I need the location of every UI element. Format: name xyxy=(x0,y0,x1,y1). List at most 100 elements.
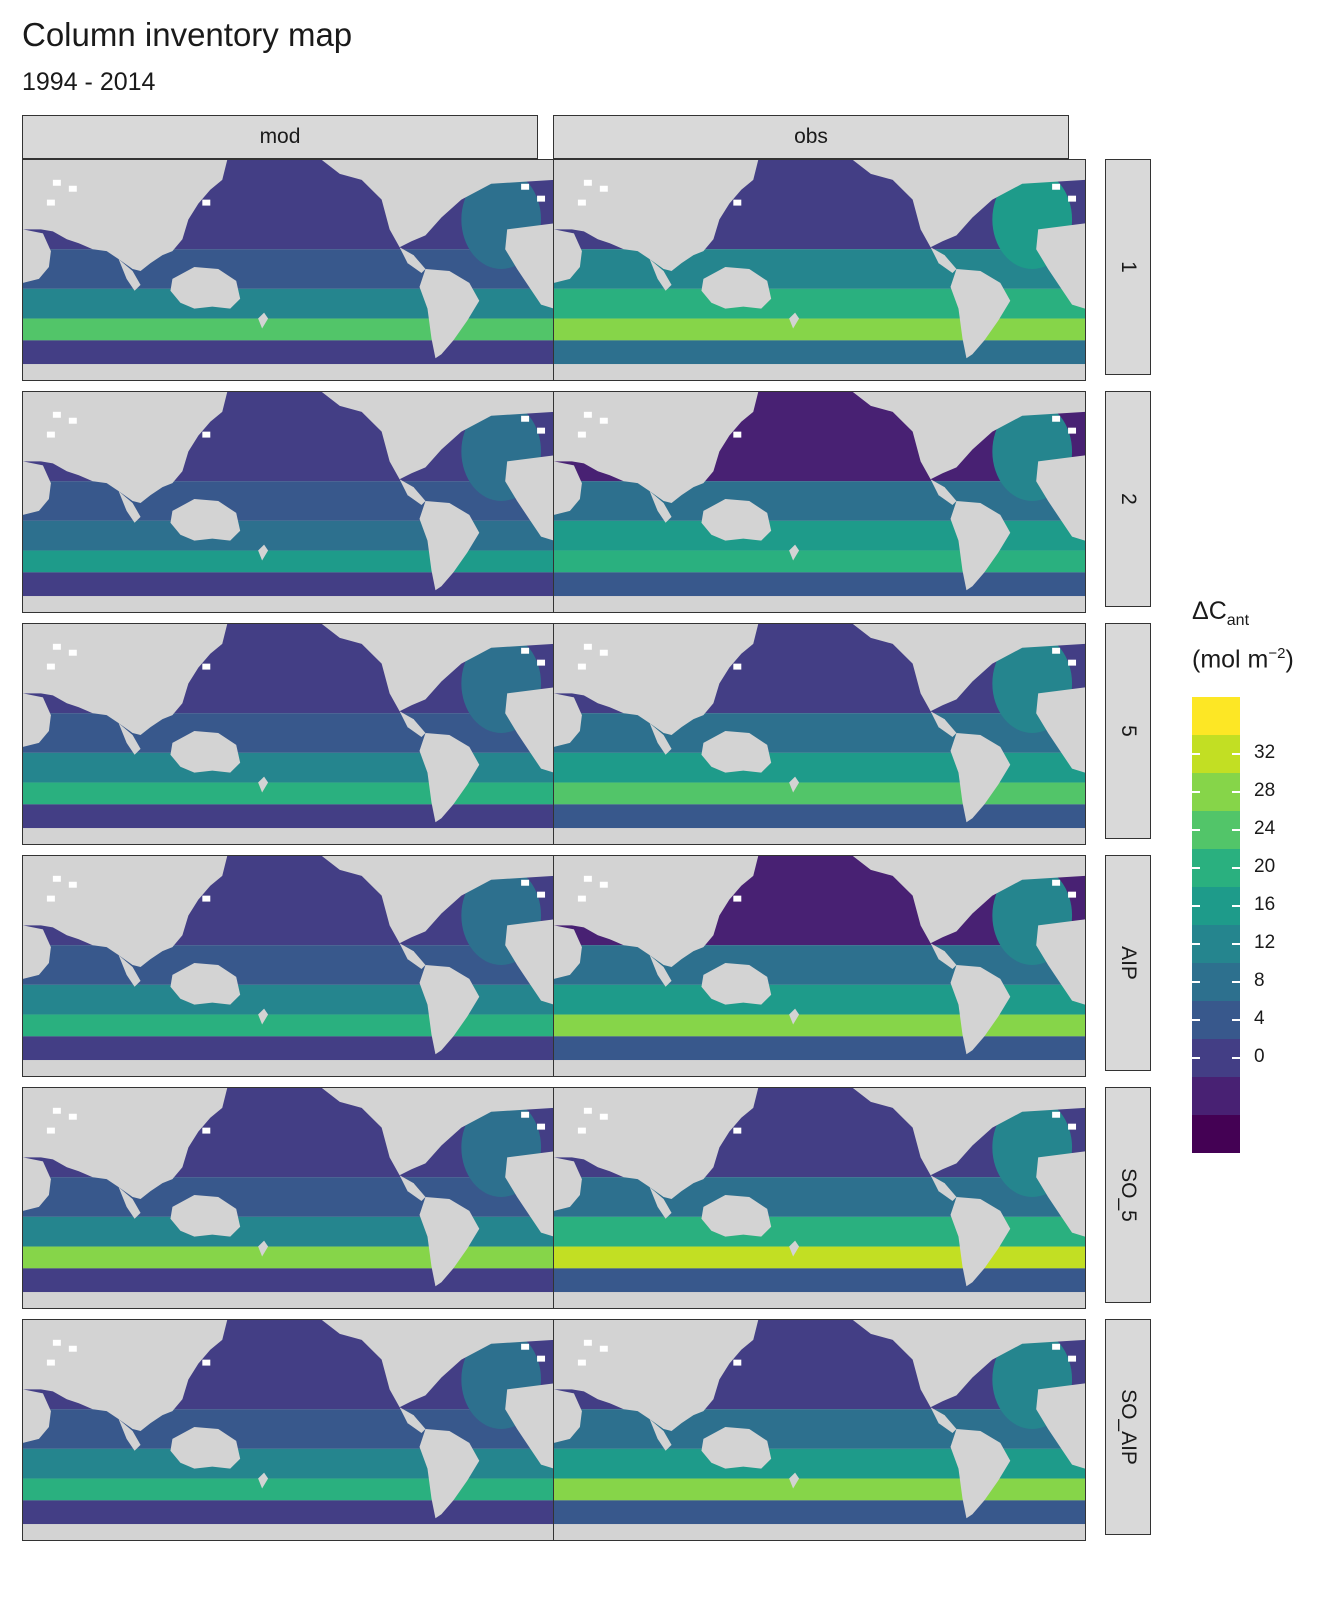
coast-speckle xyxy=(1068,891,1077,898)
coast-speckle xyxy=(583,643,592,650)
land-mass xyxy=(505,223,554,309)
coast-speckle xyxy=(599,1345,608,1352)
coast-speckle xyxy=(733,1127,742,1134)
land-mass xyxy=(930,479,957,505)
coast-speckle xyxy=(733,199,742,206)
facet-row-5: 5 xyxy=(1105,623,1151,839)
legend-tick-label: 16 xyxy=(1254,894,1276,915)
band-polar xyxy=(554,1036,1085,1061)
coast-speckle xyxy=(1052,415,1061,422)
land-mass xyxy=(419,1429,480,1519)
land-mass xyxy=(258,544,269,561)
land-mass xyxy=(554,229,582,283)
band-southern-ocean xyxy=(23,550,554,573)
facet-row-soaip: SO_AIP xyxy=(1105,1319,1151,1535)
land-mass xyxy=(701,963,772,1005)
land-mass xyxy=(505,1383,554,1469)
land-mass xyxy=(321,856,554,944)
land-mass xyxy=(23,229,51,283)
ocean-field xyxy=(23,856,554,1076)
legend-tick-label: 20 xyxy=(1254,856,1276,877)
coast-speckle xyxy=(202,895,211,902)
land-mass xyxy=(852,1088,1085,1176)
land-mass xyxy=(930,1407,957,1433)
coast-speckle xyxy=(577,1127,586,1134)
coast-speckle xyxy=(521,647,530,654)
coast-speckle xyxy=(46,663,55,670)
land-mass xyxy=(23,693,51,747)
legend-tick-label: 32 xyxy=(1254,742,1276,763)
land-mass xyxy=(701,499,772,541)
ocean-field xyxy=(23,160,554,380)
land-mass xyxy=(399,479,426,505)
facet-row-so5: SO_5 xyxy=(1105,1087,1151,1303)
land-mass xyxy=(950,269,1011,359)
coast-speckle xyxy=(733,895,742,902)
band-southern-ocean xyxy=(554,1246,1085,1269)
land-mass xyxy=(258,312,269,329)
land-mass xyxy=(701,731,772,773)
band-southern-ocean xyxy=(23,318,554,341)
land-mass xyxy=(170,731,241,773)
coast-speckle xyxy=(202,663,211,670)
band-southern-ocean xyxy=(23,1014,554,1037)
land-mass xyxy=(321,160,554,248)
coast-speckle xyxy=(521,415,530,422)
facet-row-2: 2 xyxy=(1105,391,1151,607)
ocean-field xyxy=(23,624,554,844)
land-mass xyxy=(23,925,51,979)
coast-speckle xyxy=(521,1111,530,1118)
land-mass xyxy=(505,919,554,1005)
land-mass xyxy=(554,925,582,979)
band-southern-ocean xyxy=(23,782,554,805)
coast-speckle xyxy=(68,1113,77,1120)
map-panel-obs-aip xyxy=(553,855,1086,1077)
land-mass xyxy=(1036,687,1085,773)
land-mass xyxy=(950,965,1011,1055)
ocean-field xyxy=(554,624,1085,844)
band-southern-ocean xyxy=(554,1014,1085,1037)
land-mass xyxy=(23,1389,51,1443)
land-mass xyxy=(649,259,672,291)
land-mass xyxy=(419,965,480,1055)
coast-speckle xyxy=(68,185,77,192)
land-mass xyxy=(930,247,957,273)
land-mass xyxy=(789,1472,800,1489)
land-mass xyxy=(321,392,554,480)
land-mass xyxy=(852,160,1085,248)
coast-speckle xyxy=(577,1359,586,1366)
land-mass xyxy=(258,1008,269,1025)
legend-swatch xyxy=(1192,1077,1240,1115)
band-polar xyxy=(554,1500,1085,1525)
land-mass xyxy=(789,1240,800,1257)
land-mass xyxy=(701,1427,772,1469)
map-panel-mod-aip xyxy=(22,855,555,1077)
legend-swatch xyxy=(1192,697,1240,735)
coast-speckle xyxy=(521,879,530,886)
coast-speckle xyxy=(46,431,55,438)
land-mass xyxy=(554,1157,582,1211)
land-mass xyxy=(1036,1383,1085,1469)
coast-speckle xyxy=(577,895,586,902)
legend-tick-label: 12 xyxy=(1254,932,1276,953)
map-panel-obs-1 xyxy=(553,159,1086,381)
coast-speckle xyxy=(52,411,61,418)
coast-speckle xyxy=(583,1107,592,1114)
ocean-field xyxy=(554,1320,1085,1540)
band-polar xyxy=(23,1036,554,1061)
land-mass xyxy=(321,1320,554,1408)
coast-speckle xyxy=(537,659,546,666)
land-mass xyxy=(852,856,1085,944)
coast-speckle xyxy=(1052,1111,1061,1118)
land-mass xyxy=(170,1427,241,1469)
land-mass xyxy=(789,776,800,793)
land-mass xyxy=(419,733,480,823)
coast-speckle xyxy=(583,179,592,186)
land-mass xyxy=(1036,919,1085,1005)
band-polar xyxy=(554,1268,1085,1293)
map-panel-obs-soaip xyxy=(553,1319,1086,1541)
land-mass xyxy=(23,461,51,515)
coast-speckle xyxy=(1068,195,1077,202)
coast-speckle xyxy=(733,431,742,438)
land-mass xyxy=(554,693,582,747)
